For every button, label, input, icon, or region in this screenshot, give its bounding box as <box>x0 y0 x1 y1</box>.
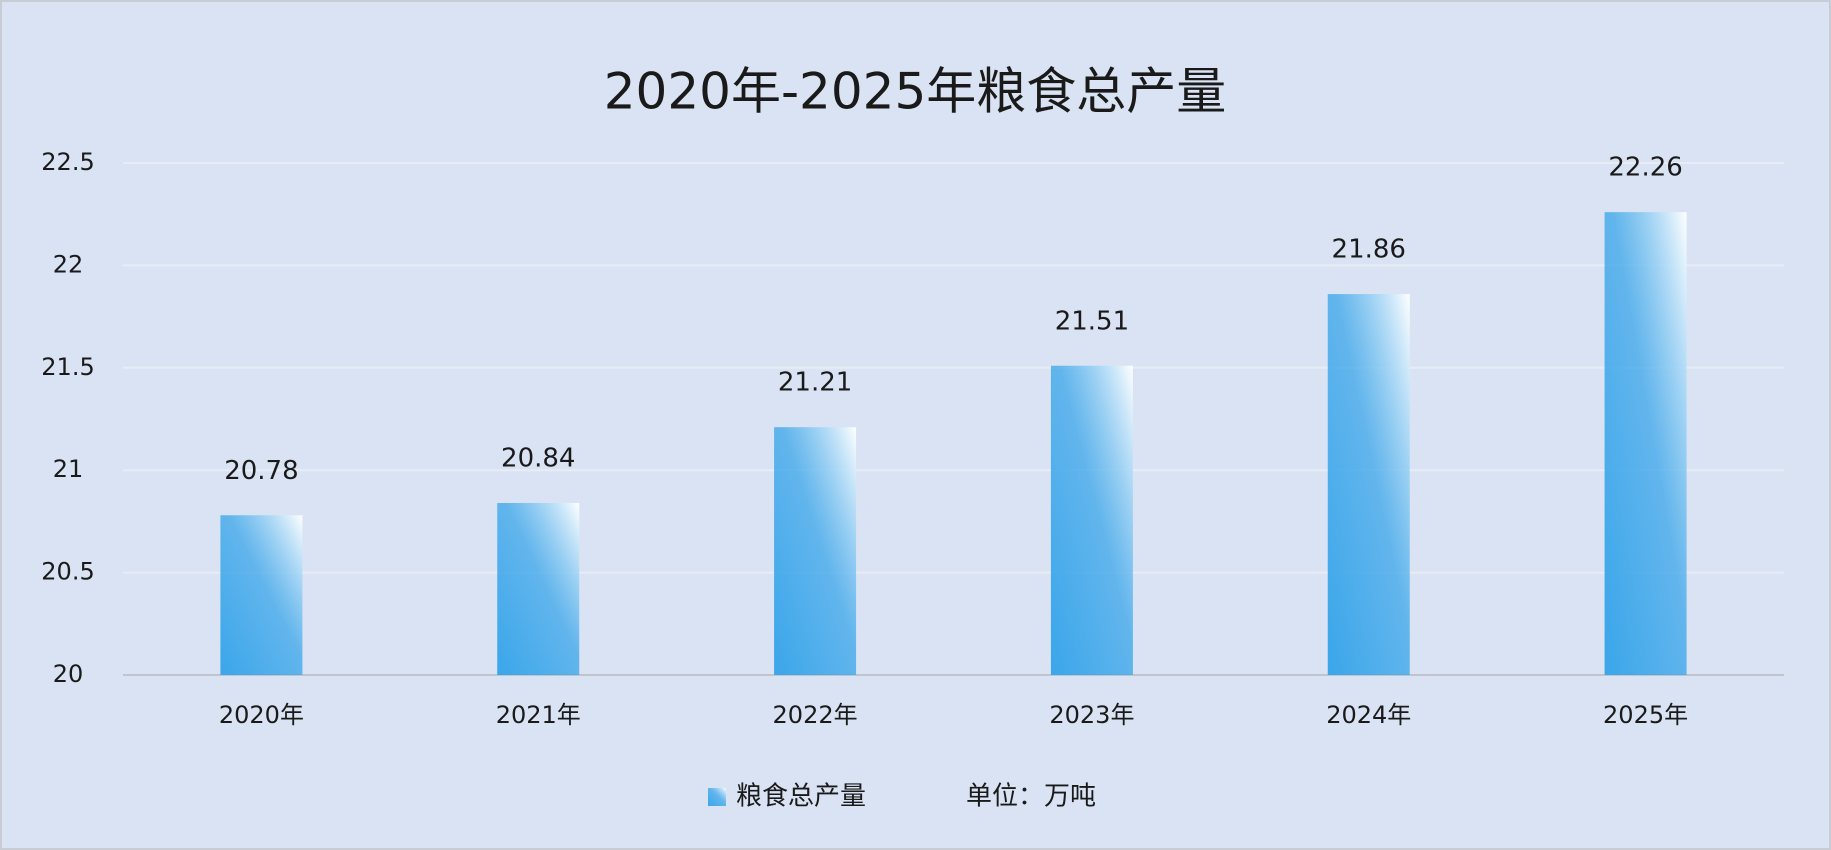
legend-swatch <box>708 788 726 806</box>
data-label: 21.51 <box>1055 306 1129 336</box>
bar <box>1050 365 1133 675</box>
bar <box>497 502 580 675</box>
bar <box>1604 212 1687 676</box>
x-tick-label: 2024年 <box>1326 701 1411 729</box>
y-tick-label: 20 <box>53 660 84 688</box>
bar <box>1327 294 1410 675</box>
x-tick-label: 2025年 <box>1603 701 1688 729</box>
x-tick-label: 2022年 <box>773 701 858 729</box>
data-label: 21.86 <box>1332 235 1406 265</box>
y-tick-label: 22.5 <box>41 148 94 176</box>
y-tick-label: 21 <box>53 455 84 483</box>
bar <box>220 515 303 675</box>
unit-annotation: 单位：万吨 <box>966 782 1096 812</box>
data-label: 20.84 <box>501 443 575 473</box>
data-label: 22.26 <box>1608 153 1682 183</box>
x-tick-label: 2023年 <box>1049 701 1134 729</box>
data-label: 21.21 <box>778 368 852 398</box>
bar <box>774 427 857 675</box>
data-label: 20.78 <box>224 456 298 486</box>
y-tick-label: 22 <box>53 250 84 278</box>
y-tick-label: 20.5 <box>41 558 94 586</box>
x-tick-label: 2021年 <box>496 701 581 729</box>
legend-label: 粮食总产量 <box>736 782 866 812</box>
y-tick-label: 21.5 <box>41 353 94 381</box>
x-tick-label: 2020年 <box>219 701 304 729</box>
chart-title: 2020年-2025年粮食总产量 <box>604 63 1227 121</box>
